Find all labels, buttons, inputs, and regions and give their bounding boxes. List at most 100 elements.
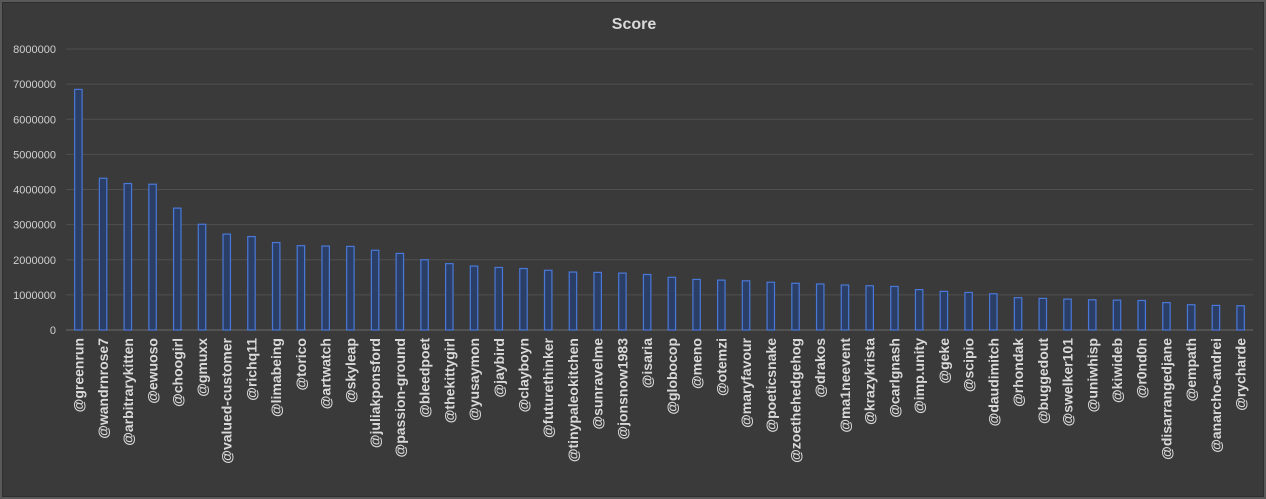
x-tick-label: @futurethinker <box>540 337 556 438</box>
x-tick-label: @buggedout <box>1035 338 1051 424</box>
x-tick-label: @thekittygirl <box>441 338 457 423</box>
bar <box>1112 299 1122 331</box>
x-tick-label: @isaria <box>639 338 655 388</box>
x-tick-label: @torico <box>293 338 309 391</box>
bar <box>543 269 553 331</box>
x-tick-label: @yusaymon <box>466 338 482 421</box>
bar <box>939 290 949 331</box>
x-tick-label: @choogirl <box>169 338 185 407</box>
x-tick-label: @drakos <box>812 338 828 398</box>
bar <box>1137 299 1147 331</box>
bar <box>395 252 405 331</box>
y-tick-label: 6000000 <box>13 114 56 126</box>
x-tick-label: @rycharde <box>1233 338 1249 411</box>
bar <box>469 265 479 331</box>
x-tick-label: @juliakponsford <box>367 338 383 448</box>
bar <box>717 279 726 331</box>
bar <box>346 245 355 331</box>
x-tick-label: @poeticsnake <box>763 338 779 433</box>
x-tick-label: @wandrnrose7 <box>95 338 111 439</box>
bar <box>766 281 776 331</box>
bar <box>840 284 850 331</box>
bar <box>1162 302 1171 331</box>
x-tick-label: @swelker101 <box>1060 338 1076 427</box>
x-tick-label: @skyleap <box>342 338 358 403</box>
bar <box>1211 304 1221 331</box>
bar <box>1236 305 1245 331</box>
y-tick-label: 0 <box>50 325 56 337</box>
x-tick-label: @gmuxx <box>194 338 210 397</box>
x-tick-label: @carlgnash <box>886 338 902 418</box>
bar <box>148 183 157 331</box>
bar <box>420 259 429 331</box>
y-tick-label: 8000000 <box>13 44 56 56</box>
x-tick-label: @empath <box>1183 338 1199 401</box>
bar <box>296 245 306 331</box>
x-tick-label: @artwatch <box>318 338 334 409</box>
gridlines <box>66 48 1253 331</box>
bar <box>815 283 825 331</box>
bar <box>1186 304 1196 331</box>
x-tick-label: @richq11 <box>243 338 259 401</box>
x-tick-label: @anarcho-andrei <box>1208 338 1224 453</box>
x-axis-labels: @greenrun @wandrnrose7 @arbitrarykitten @ew… <box>70 337 1248 463</box>
bar <box>1087 299 1097 331</box>
bar-chart: Score 0 1000000 2000000 3000000 4000000 50000… <box>13 16 1253 464</box>
x-tick-label: @krazykrista <box>862 338 878 425</box>
bar <box>494 266 504 331</box>
bar <box>890 285 899 331</box>
bar <box>964 291 973 331</box>
y-tick-label: 4000000 <box>13 185 56 197</box>
bar <box>667 276 677 331</box>
bar <box>568 271 578 331</box>
bar <box>791 282 800 331</box>
x-tick-label: @r0nd0n <box>1134 338 1150 398</box>
x-tick-label: @otemzi <box>713 338 729 396</box>
y-tick-label: 2000000 <box>13 255 56 267</box>
y-axis-ticks: 0 1000000 2000000 3000000 4000000 5000000 6000… <box>13 44 56 337</box>
x-tick-label: @globocop <box>664 338 680 415</box>
x-tick-label: @ma1neevent <box>837 338 853 433</box>
bar <box>271 241 281 331</box>
x-tick-label: @maryfavour <box>738 337 754 427</box>
bar <box>370 249 380 331</box>
x-tick-label: @passion-ground <box>392 338 408 457</box>
bar <box>642 273 652 331</box>
x-tick-label: @greenrun <box>70 338 86 412</box>
x-tick-label: @ewuoso <box>145 338 161 404</box>
y-tick-label: 3000000 <box>13 220 56 232</box>
bar <box>222 233 232 331</box>
bar <box>444 263 454 331</box>
bar <box>123 182 133 331</box>
x-tick-label: @daudimitch <box>985 338 1001 426</box>
chart-title: Score <box>612 16 657 33</box>
y-tick-label: 5000000 <box>13 149 56 161</box>
y-tick-label: 7000000 <box>13 79 56 91</box>
x-tick-label: @kiwideb <box>1109 338 1125 403</box>
bar <box>1013 297 1023 331</box>
x-tick-label: @geke <box>936 338 952 384</box>
x-tick-label: @disarrangedjane <box>1158 338 1174 460</box>
bar <box>618 272 627 331</box>
x-tick-label: @meno <box>689 338 705 389</box>
x-tick-label: @clayboyn <box>515 338 531 412</box>
bar <box>914 289 924 331</box>
y-tick-label: 1000000 <box>13 290 56 302</box>
bar <box>98 177 108 331</box>
bar <box>1038 297 1048 331</box>
x-tick-label: @imp.unity <box>911 338 927 414</box>
x-tick-label: @arbitrarykitten <box>120 338 136 446</box>
bar <box>172 207 182 331</box>
bar <box>989 293 998 331</box>
x-tick-label: @jaybird <box>491 338 507 398</box>
x-tick-label: @scipio <box>961 338 977 392</box>
bar <box>692 278 701 331</box>
bar <box>741 280 751 331</box>
bar <box>519 267 528 331</box>
x-tick-label: @bleedpoet <box>417 338 433 418</box>
bars <box>74 88 1245 331</box>
bar <box>865 285 875 331</box>
x-tick-label: @tinypaleokitchen <box>565 338 581 462</box>
